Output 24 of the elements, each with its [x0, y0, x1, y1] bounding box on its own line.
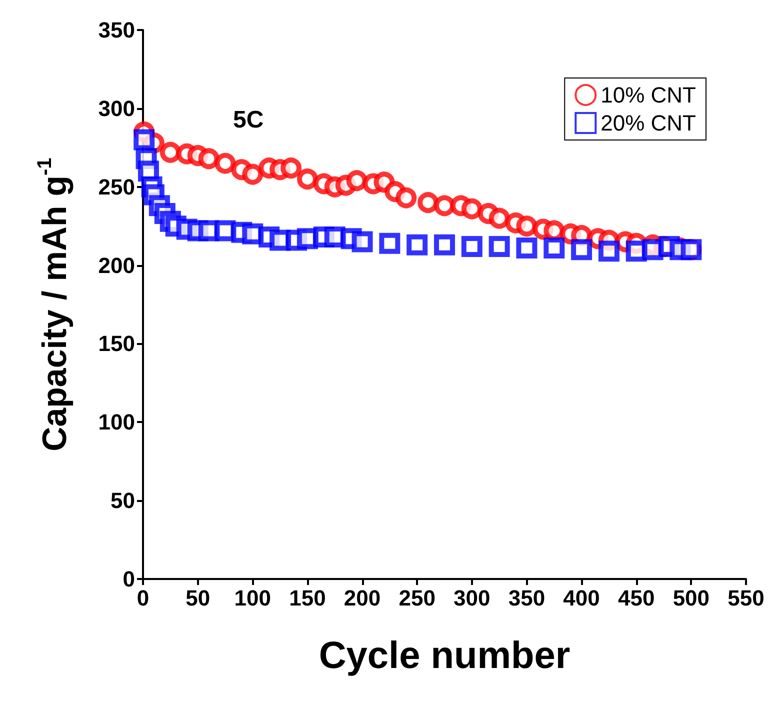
x-tick-label: 400: [563, 586, 600, 610]
x-tick-label: 350: [508, 586, 546, 610]
x-tick-label: 50: [186, 586, 210, 610]
y-tick-label: 150: [98, 331, 135, 356]
y-tick-label: 350: [98, 18, 135, 42]
y-tick-label: 250: [98, 174, 135, 200]
x-tick-label: 300: [454, 586, 490, 610]
legend-label: 10% CNT: [600, 82, 696, 108]
x-tick-label: 500: [672, 586, 710, 610]
y-tick-label: 300: [98, 96, 135, 121]
y-tick-label: 0: [122, 566, 135, 592]
y-tick-label: 50: [110, 488, 135, 514]
x-tick-label: 100: [234, 586, 271, 610]
y-tick-label: 200: [98, 252, 135, 278]
x-tick-label: 450: [618, 586, 655, 610]
x-tick-label: 250: [398, 586, 436, 610]
x-tick-label: 200: [344, 586, 381, 610]
y-axis-title: Capacity / mAh g-1: [34, 158, 74, 452]
x-tick-label: 550: [728, 586, 764, 610]
annotation: 5C: [233, 106, 264, 134]
x-tick-label: 150: [289, 586, 326, 610]
y-tick-label: 100: [98, 410, 135, 435]
x-axis-title: Cycle number: [318, 635, 570, 677]
legend-label: 20% CNT: [600, 110, 696, 136]
